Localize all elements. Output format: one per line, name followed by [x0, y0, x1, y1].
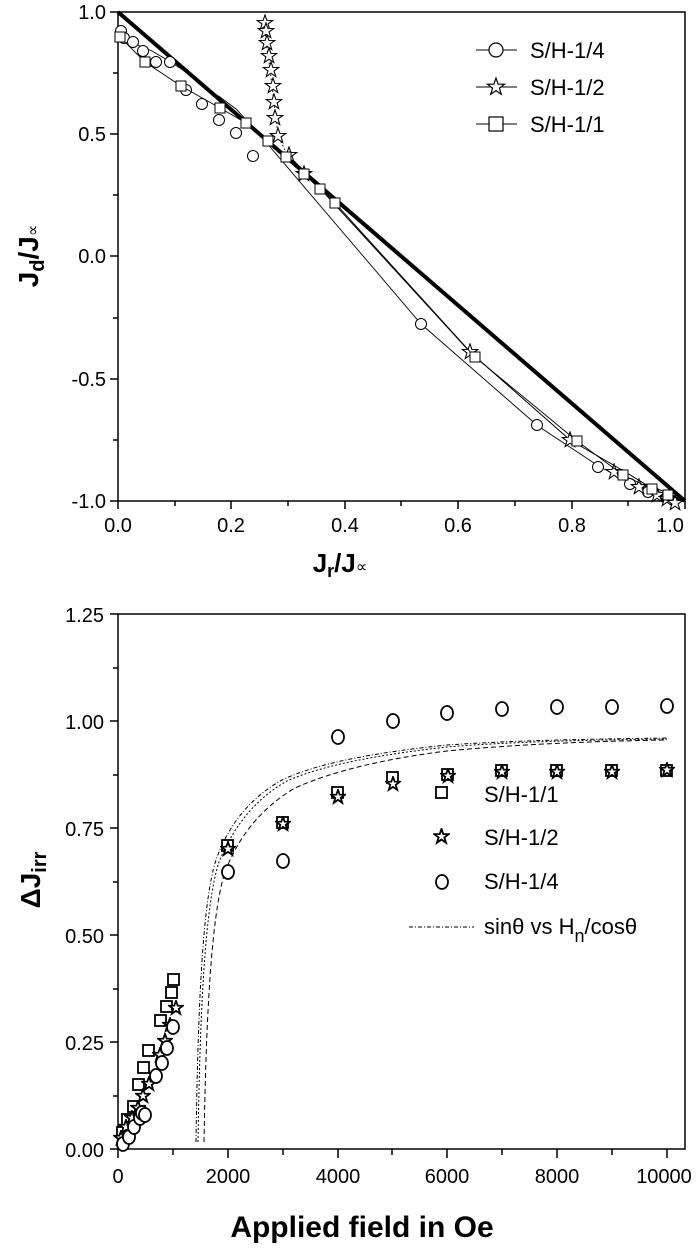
- series-sh-1-4-bottom: [116, 698, 674, 1152]
- top-y-axis: [110, 11, 118, 502]
- svg-text:S/H-1/2: S/H-1/2: [484, 825, 559, 850]
- bottom-xtick-label: 4000: [316, 1166, 361, 1188]
- svg-text:S/H-1/1: S/H-1/1: [530, 112, 605, 137]
- bottom-ytick-label: 1.25: [65, 605, 104, 627]
- bottom-xtick-label: 10000: [636, 1166, 692, 1188]
- legend-item-fit: sinθ vs Hn/cosθ: [409, 914, 637, 946]
- top-chart: 1.0 0.5 0.0 -0.5 -1.0 0.0 0.2 0.4 0.6 0.…: [13, 2, 687, 581]
- legend-item-sh-1-2-bottom: S/H-1/2: [433, 825, 559, 850]
- top-ytick-label: -1.0: [72, 491, 106, 513]
- bottom-plot-frame: [117, 613, 686, 1150]
- reference-line: [116, 10, 687, 503]
- svg-text:sinθ vs Hn/cosθ: sinθ vs Hn/cosθ: [484, 914, 637, 946]
- bottom-xtick-label: 2000: [206, 1166, 251, 1188]
- top-xtick-label: 0.4: [331, 515, 359, 537]
- legend-item-sh-1-4: S/H-1/4: [476, 38, 605, 63]
- bottom-xtick-label: 0: [112, 1166, 123, 1188]
- bottom-x-axis-title: Applied field in Oe: [230, 1211, 493, 1244]
- top-xtick-label: 1.0: [656, 515, 684, 537]
- svg-text:S/H-1/2: S/H-1/2: [530, 75, 605, 100]
- svg-text:S/H-1/4: S/H-1/4: [484, 869, 559, 894]
- top-xtick-label: 0.0: [104, 515, 132, 537]
- bottom-xtick-label: 6000: [425, 1166, 470, 1188]
- bottom-ytick-label: 0.00: [65, 1140, 104, 1162]
- top-xtick-label: 0.8: [558, 515, 586, 537]
- bottom-xtick-label: 8000: [535, 1166, 580, 1188]
- svg-text:S/H-1/1: S/H-1/1: [484, 782, 559, 807]
- top-y-axis-title: Jd/J∝: [13, 225, 49, 288]
- bottom-ytick-label: 1.00: [65, 712, 104, 734]
- bottom-chart: 1.25 1.00 0.75 0.50 0.25 0.00 0 2000 400…: [15, 605, 692, 1244]
- top-legend: S/H-1/4 S/H-1/2 S/H-1/1: [476, 38, 605, 137]
- top-ytick-label: 0.0: [78, 246, 106, 268]
- series-sh-1-1: [114, 31, 686, 502]
- top-ytick-label: -0.5: [72, 369, 106, 391]
- top-xtick-label: 0.2: [217, 515, 245, 537]
- bottom-x-axis: [117, 1149, 668, 1158]
- legend-item-sh-1-1: S/H-1/1: [476, 112, 605, 137]
- legend-item-sh-1-2: S/H-1/2: [476, 75, 605, 100]
- bottom-ytick-label: 0.25: [65, 1033, 104, 1055]
- legend-item-sh-1-4-bottom: S/H-1/4: [435, 869, 559, 894]
- top-xtick-label: 0.6: [444, 515, 472, 537]
- top-x-axis-title: Jr/J∝: [313, 548, 368, 581]
- bottom-y-axis-title: ΔJirr: [15, 851, 51, 908]
- bottom-ytick-label: 0.75: [65, 819, 104, 841]
- series-sh-1-1-bottom: [116, 764, 673, 1139]
- top-ytick-label: 0.5: [78, 124, 106, 146]
- top-ytick-label: 1.0: [78, 2, 106, 24]
- top-x-axis: [117, 501, 686, 509]
- legend-item-sh-1-1-bottom: S/H-1/1: [435, 782, 559, 807]
- series-sh-1-2: [256, 14, 686, 511]
- bottom-ytick-label: 0.50: [65, 926, 104, 948]
- bottom-legend: S/H-1/1 S/H-1/2 S/H-1/4 sinθ vs Hn/cosθ: [409, 782, 637, 946]
- fit-curves: [195, 737, 668, 1143]
- series-sh-1-2-bottom: [113, 762, 675, 1145]
- bottom-y-axis: [110, 613, 118, 1150]
- svg-text:S/H-1/4: S/H-1/4: [530, 38, 605, 63]
